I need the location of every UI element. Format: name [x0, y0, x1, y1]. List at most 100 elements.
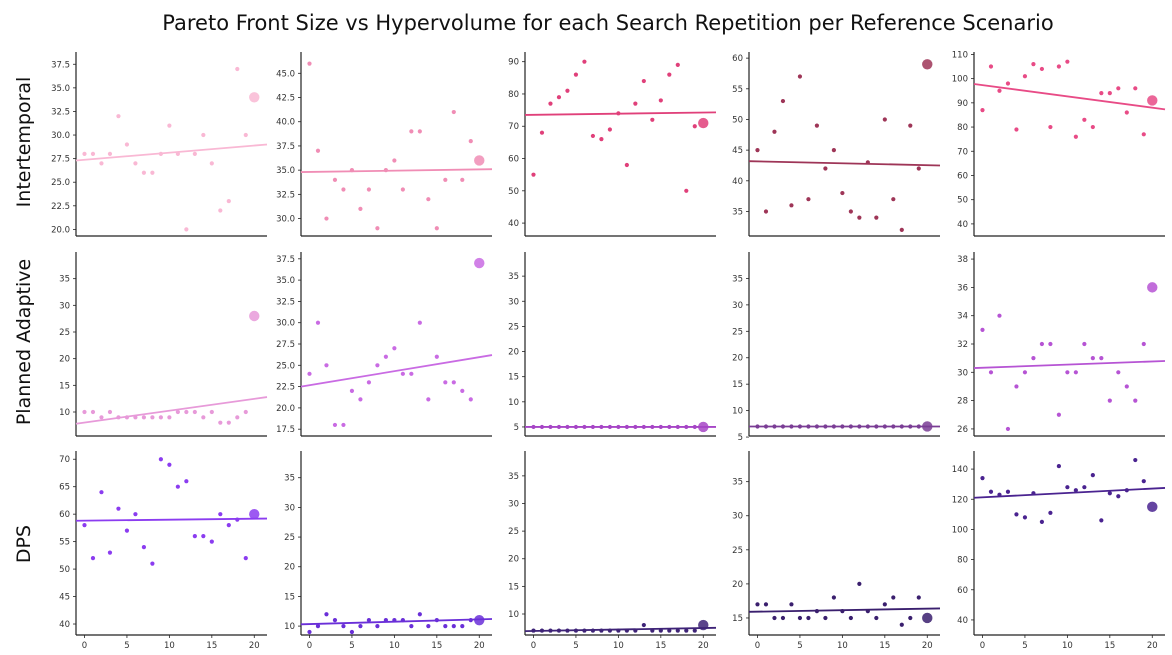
data-point [1005, 489, 1011, 494]
reference-point [249, 508, 260, 520]
x-tick-label: 0 [755, 641, 760, 651]
y-tick-label: 27.5 [51, 155, 70, 165]
data-point [755, 602, 760, 607]
data-point [1014, 127, 1019, 132]
y-tick-label: 20 [284, 563, 295, 573]
data-point [684, 628, 689, 633]
y-tick-label: 20 [732, 580, 743, 590]
data-point [409, 623, 414, 629]
data-point [167, 123, 172, 128]
data-point [556, 628, 562, 633]
data-point [755, 148, 760, 153]
trend-line [300, 354, 493, 388]
scatter-panel: 5 10 15 20 25 30 35 [732, 252, 940, 443]
data-point [82, 151, 87, 157]
y-tick-label: 140 [952, 465, 968, 475]
data-point [874, 424, 879, 429]
reference-point [698, 619, 709, 631]
y-tick-label: 35 [732, 274, 743, 284]
data-point [667, 424, 672, 430]
data-point [460, 177, 465, 182]
scatter-panel: 30.0 32.5 35.0 37.5 40.0 42.5 45.0 [276, 52, 493, 237]
data-point [548, 424, 553, 430]
data-point [443, 177, 448, 182]
scatter-panel: 10 15 20 25 30 35 0 5 10 15 20 [508, 451, 717, 651]
data-point [358, 206, 363, 211]
data-point [997, 492, 1002, 497]
x-tick-label: 5 [797, 641, 802, 651]
y-tick-label: 25 [732, 546, 743, 556]
data-point [324, 363, 329, 368]
data-point [116, 506, 121, 511]
data-point [218, 208, 223, 213]
data-point [650, 117, 655, 122]
y-tick-label: 40.0 [276, 118, 295, 128]
x-tick-label: 20 [474, 641, 485, 651]
x-tick-label: 5 [349, 641, 354, 651]
scatter-panel: 35 40 45 50 55 60 [732, 52, 941, 237]
y-tick-label: 60 [957, 171, 968, 181]
reference-point [249, 92, 260, 103]
data-point [882, 424, 887, 429]
y-tick-label: 100 [952, 525, 968, 535]
y-tick-label: 34 [957, 312, 968, 322]
reference-point [474, 614, 485, 626]
y-tick-label: 26 [957, 425, 968, 435]
data-point [797, 424, 803, 429]
y-tick-label: 30 [59, 301, 70, 311]
data-point [426, 623, 431, 629]
y-tick-label: 38 [957, 255, 968, 265]
y-tick-label: 15 [732, 380, 743, 390]
y-tick-label: 5 [514, 423, 519, 433]
data-point [667, 72, 672, 77]
data-point [324, 612, 329, 617]
x-tick-label: 10 [837, 641, 848, 651]
data-point [426, 197, 431, 202]
y-tick-label: 80 [508, 90, 519, 100]
data-point [899, 424, 904, 429]
data-point [857, 581, 862, 586]
y-tick-label: 50 [59, 565, 70, 575]
y-tick-label: 25 [508, 527, 519, 537]
data-point [780, 98, 786, 104]
data-point [1133, 457, 1138, 463]
data-point [780, 424, 786, 429]
data-point [383, 168, 388, 173]
data-point [90, 556, 96, 561]
data-point [1082, 117, 1087, 122]
data-point [1124, 384, 1129, 389]
y-tick-label: 50 [732, 115, 743, 125]
figure-title: Pareto Front Size vs Hypervolume for eac… [162, 11, 1053, 35]
data-point [451, 380, 456, 385]
data-point [1022, 74, 1028, 79]
data-point [848, 615, 853, 621]
data-point [315, 148, 321, 153]
data-point [366, 618, 372, 623]
reference-point [474, 257, 485, 269]
data-point [1056, 412, 1061, 417]
data-point [823, 424, 828, 429]
y-tick-label: 20 [508, 555, 519, 565]
data-point [823, 166, 828, 171]
data-point [133, 161, 138, 166]
data-point [341, 422, 346, 428]
data-point [641, 622, 646, 628]
data-point [158, 457, 163, 462]
y-tick-label: 25.0 [51, 178, 70, 188]
data-point [226, 523, 231, 528]
data-point [582, 424, 587, 430]
data-point [375, 226, 380, 231]
data-point [848, 209, 853, 214]
data-point [763, 424, 769, 429]
reference-point [1147, 282, 1158, 293]
data-point [167, 415, 172, 420]
data-point [426, 397, 431, 402]
y-tick-label: 15 [284, 592, 295, 602]
data-point [882, 602, 887, 607]
data-point [1090, 356, 1095, 361]
data-point [383, 618, 388, 623]
data-point [684, 424, 689, 430]
data-point [874, 215, 879, 220]
trend-line [75, 396, 268, 425]
y-tick-label: 5 [738, 433, 743, 443]
